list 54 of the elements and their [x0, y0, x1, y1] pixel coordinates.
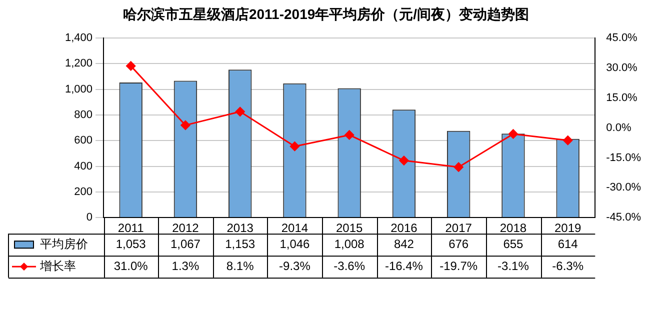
- data-label: -19.7%: [440, 258, 478, 273]
- y-tick-label: 200: [74, 186, 93, 198]
- y2-tick-label: 45.0%: [606, 32, 638, 44]
- point: [454, 162, 464, 172]
- data-label: 31.0%: [114, 258, 148, 273]
- data-label: 1,008: [334, 236, 365, 251]
- data-label: -3.1%: [498, 258, 530, 273]
- point: [180, 120, 190, 130]
- data-label: 1,046: [280, 236, 310, 251]
- y2-tick-label: 30.0%: [606, 62, 638, 74]
- data-label: 614: [558, 236, 578, 251]
- y2-tick-label: 15.0%: [606, 92, 638, 104]
- x-tick-label: 2018: [500, 221, 527, 236]
- data-label: -9.3%: [279, 258, 311, 273]
- y2-tick-label: -30.0%: [606, 182, 642, 194]
- data-label: 842: [394, 236, 414, 251]
- y-tick-label: 800: [74, 109, 93, 122]
- y-tick-label: 400: [74, 160, 93, 172]
- legend-label: 增长率: [39, 258, 76, 273]
- x-tick-label: 2017: [445, 221, 472, 236]
- y-tick-label: 1,400: [64, 32, 93, 44]
- y2-tick-label: 0.0%: [606, 122, 632, 134]
- point: [563, 136, 573, 146]
- y-tick-label: 1,000: [64, 83, 93, 96]
- x-tick-label: 2015: [336, 221, 364, 236]
- data-label: 655: [503, 236, 524, 251]
- y-tick-label: 1,200: [64, 58, 93, 70]
- chart-title: 哈尔滨市五星级酒店2011-2019年平均房价（元/间夜）变动趋势图: [122, 6, 530, 22]
- x-tick-label: 2016: [390, 221, 418, 236]
- point: [126, 61, 136, 71]
- data-label: 1,153: [225, 236, 256, 251]
- data-label: -3.6%: [334, 258, 366, 273]
- data-label: 1.3%: [172, 258, 200, 273]
- point: [399, 156, 409, 166]
- data-label: 676: [448, 236, 469, 251]
- x-tick-label: 2019: [554, 221, 582, 236]
- x-tick-label: 2014: [281, 221, 308, 236]
- data-label: -6.3%: [552, 258, 584, 273]
- x-tick-label: 2011: [118, 221, 144, 236]
- data-label: 1,053: [116, 236, 146, 251]
- y2-tick-label: -45.0%: [606, 212, 642, 224]
- x-tick-label: 2012: [172, 221, 200, 236]
- y-tick-label: 600: [74, 134, 93, 147]
- data-label: 8.1%: [226, 258, 254, 273]
- data-label: 1,067: [170, 236, 201, 251]
- y2-tick-label: -15.0%: [606, 152, 642, 164]
- point: [290, 142, 300, 152]
- point: [508, 129, 518, 139]
- x-tick-label: 2013: [226, 221, 254, 236]
- point: [235, 106, 245, 116]
- data-label: -16.4%: [384, 258, 424, 273]
- legend-label: 平均房价: [40, 236, 88, 251]
- y-tick-label: 0: [86, 212, 93, 224]
- point: [344, 130, 354, 140]
